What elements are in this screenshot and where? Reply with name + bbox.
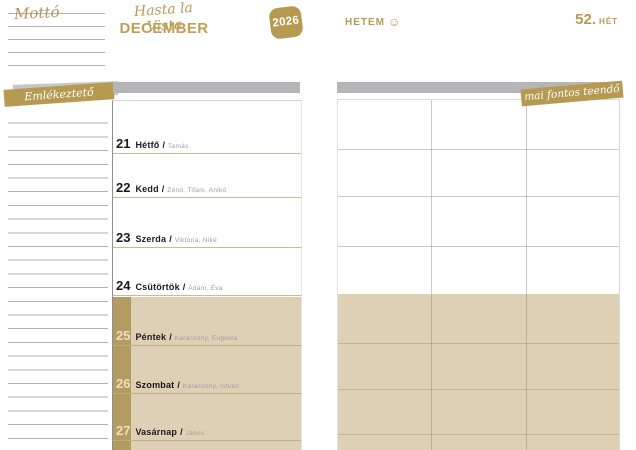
- nameday-names: Karácsony, István: [182, 383, 240, 390]
- day-name: Péntek: [135, 332, 167, 342]
- day-row-wednesday: 23 Szerda / Viktória, Niké: [113, 230, 301, 248]
- day-row-sunday: 27 Vasárnap / János: [113, 423, 301, 441]
- day-name: Szombat: [135, 380, 175, 390]
- day-name: Csütörtök: [135, 282, 180, 292]
- day-separator: /: [162, 140, 165, 150]
- reminder-ruled-lines: [8, 110, 108, 440]
- smiley-icon: ☺: [388, 15, 401, 29]
- day-row-monday: 21 Hétfő / Tamás: [113, 136, 301, 154]
- day-number: 25: [116, 328, 131, 343]
- day-row-saturday: 26 Szombat / Karácsony, István: [113, 376, 301, 394]
- my-week-text: Hetem: [345, 17, 385, 28]
- todo-banner-label: mai fontos teendő: [520, 80, 624, 107]
- grid-column-line: [431, 100, 432, 450]
- day-number: 26: [116, 376, 131, 391]
- weekend-highlight: [131, 297, 301, 450]
- week-day-list: 21 Hétfő / Tamás 22 Kedd / Zénó, Tifani,…: [112, 100, 302, 450]
- month-title: December: [119, 20, 209, 37]
- grid-line: [338, 196, 619, 197]
- motto-ruled-lines: [8, 1, 105, 67]
- nameday-names: Zénó, Tifani, Anikó: [167, 187, 227, 194]
- day-separator: /: [169, 332, 172, 342]
- grid-line: [338, 149, 619, 150]
- my-week-label: Hetem ☺: [345, 15, 400, 29]
- day-separator: /: [180, 427, 183, 437]
- day-row-friday: 25 Péntek / Karácsony, Eugénia: [113, 328, 301, 346]
- day-separator: /: [161, 184, 165, 194]
- day-number: 22: [116, 180, 131, 195]
- grid-line: [338, 434, 619, 435]
- grid-line: [338, 246, 619, 247]
- nameday-names: Karácsony, Eugénia: [174, 335, 238, 342]
- day-separator: /: [169, 234, 172, 244]
- week-number-value: 52.: [575, 11, 596, 28]
- nameday-names: Viktória, Niké: [174, 237, 218, 244]
- day-number: 23: [116, 230, 131, 245]
- day-separator: /: [182, 282, 186, 292]
- grid-column-line: [526, 100, 527, 450]
- grid-line: [338, 389, 619, 390]
- day-number: 21: [116, 136, 131, 151]
- nameday-names: Ádám, Éva: [188, 285, 223, 292]
- nameday-names: Tamás: [167, 143, 189, 150]
- notes-grid: [337, 99, 620, 450]
- day-number: 24: [116, 278, 131, 293]
- day-row-thursday: 24 Csütörtök / Ádám, Éva: [113, 278, 301, 296]
- week-page-header-bar: [113, 82, 300, 93]
- reminder-banner: Emlékeztető: [3, 81, 119, 108]
- motto-label: Mottó: [13, 2, 60, 24]
- notes-page-header-bar: [337, 82, 618, 93]
- day-number: 27: [116, 423, 131, 438]
- week-number-label: hét: [599, 17, 618, 26]
- notes-weekend-highlight: [338, 294, 619, 450]
- todo-banner: mai fontos teendő: [519, 80, 625, 108]
- day-name: Hétfő: [135, 140, 160, 150]
- week-number: 52. hét: [540, 11, 618, 29]
- nameday-names: János: [185, 430, 205, 437]
- day-row-tuesday: 22 Kedd / Zénó, Tifani, Anikó: [113, 180, 301, 198]
- day-name: Kedd: [135, 184, 159, 194]
- day-name: Szerda: [135, 234, 167, 244]
- weekend-number-gutter: [113, 297, 131, 450]
- year-badge: 2026: [268, 5, 304, 40]
- day-separator: /: [177, 380, 180, 390]
- grid-line: [338, 343, 619, 344]
- day-name: Vasárnap: [135, 427, 178, 437]
